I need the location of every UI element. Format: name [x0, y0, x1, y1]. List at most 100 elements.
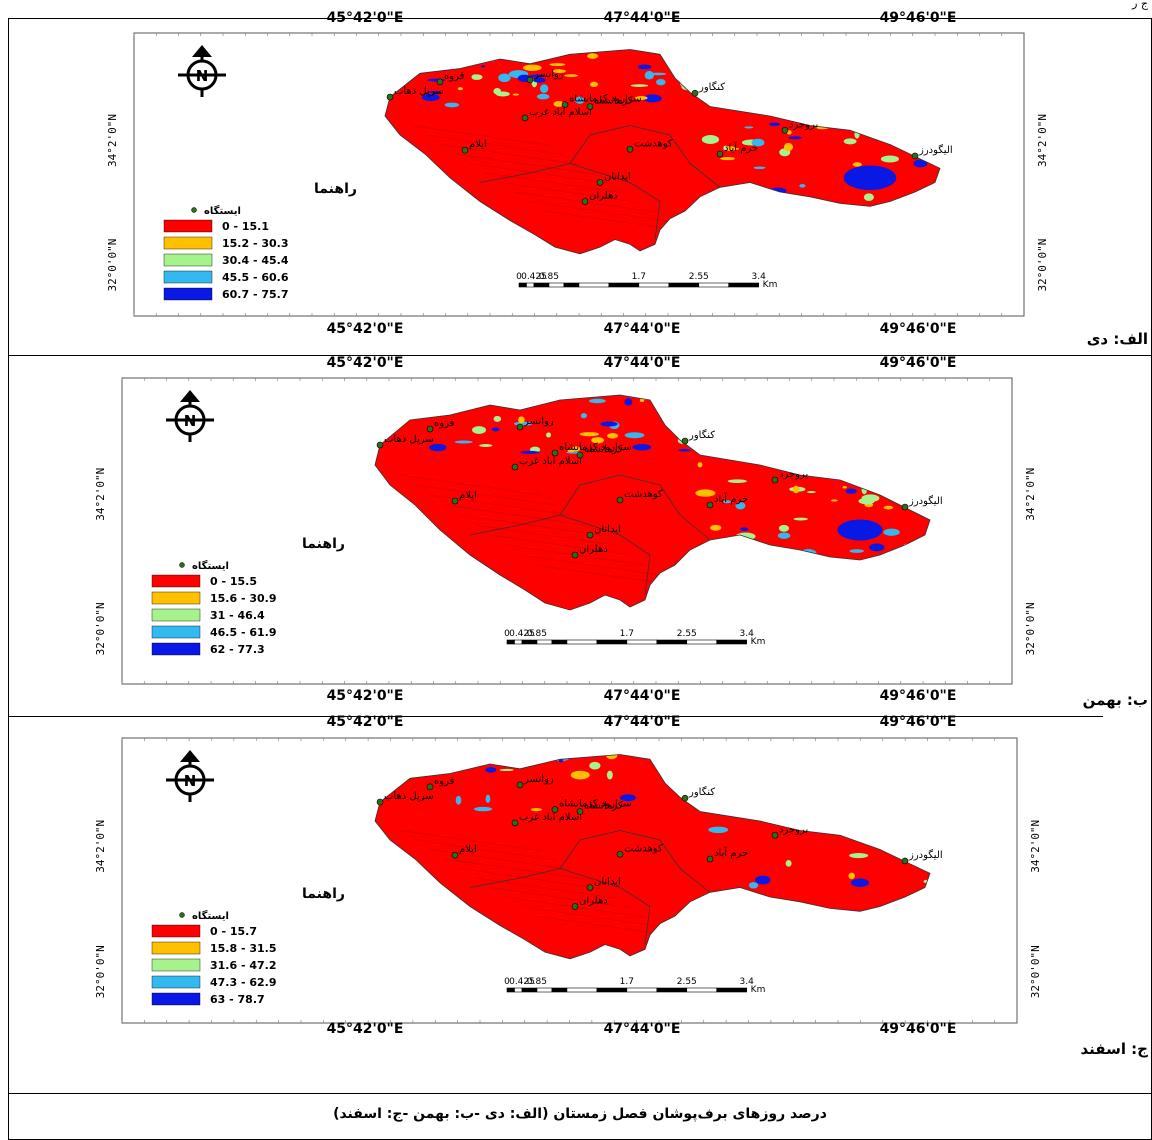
- terrain-streak: [414, 484, 556, 506]
- legend-swatch: [163, 270, 213, 284]
- lon-label-top: 49°46'0"E: [880, 10, 957, 26]
- snow-patch: [902, 542, 922, 550]
- snow-patch: [845, 488, 857, 494]
- station-marker: [451, 497, 459, 505]
- province-boundary: [559, 474, 711, 541]
- legend-swatch: [151, 608, 201, 622]
- snow-patch: [600, 421, 618, 427]
- snow-patch: [836, 109, 857, 113]
- station-label: سرارود کرمانشاه: [559, 442, 632, 453]
- station-label: سرارود کرمانشاه: [559, 799, 632, 810]
- snow-patch: [830, 499, 838, 502]
- snow-patch: [529, 74, 545, 78]
- terrain-streak: [484, 172, 626, 194]
- snow-patch: [630, 84, 649, 87]
- scale-segment: [521, 987, 538, 993]
- station-marker: [586, 884, 594, 891]
- scale-segment: [514, 639, 523, 645]
- scale-label: 3.4: [740, 629, 755, 639]
- legend-station-label: ایستگاه: [204, 204, 241, 217]
- station-marker: [521, 114, 529, 122]
- snow-patch: [883, 505, 894, 510]
- panel-label-dey: الف: دی: [1086, 330, 1148, 348]
- station-label: کنگاور: [688, 786, 715, 798]
- legend-station-icon: [179, 562, 185, 568]
- snow-patch: [723, 145, 728, 151]
- snow-patch: [580, 413, 587, 419]
- legend-swatch: [151, 975, 201, 989]
- snow-patch: [741, 543, 760, 551]
- station-marker: [616, 850, 624, 858]
- snow-patch: [677, 449, 691, 452]
- scale-label: 0: [504, 629, 510, 639]
- terrain-streak: [414, 839, 556, 861]
- station-label: سرپل ذهاب: [394, 86, 444, 97]
- snow-patch: [649, 72, 667, 76]
- scale-segment: [551, 987, 568, 993]
- scale-label: 2.55: [677, 629, 697, 639]
- station-label: بروجرد: [779, 824, 808, 835]
- lon-label-bottom: 47°44'0"E: [604, 1021, 681, 1037]
- snow-patch: [913, 159, 928, 168]
- snow-patch: [485, 767, 497, 773]
- terrain-streak: [409, 124, 551, 147]
- legend-swatch: [151, 992, 201, 1006]
- lon-label-bottom: 45°42'0"E: [327, 1021, 404, 1037]
- station-marker: [681, 437, 689, 445]
- snow-patch: [574, 96, 585, 104]
- scale-segment: [686, 639, 718, 645]
- snow-patch: [871, 460, 882, 466]
- snow-patch: [624, 432, 645, 439]
- terrain-streak: [474, 877, 616, 899]
- station-label: سرارود کرمانشاه: [569, 94, 642, 105]
- snow-patch: [564, 74, 579, 77]
- station-label: روانسر: [523, 416, 554, 427]
- snow-patch: [587, 53, 599, 59]
- terrain-streak: [459, 867, 601, 890]
- snow-patch: [480, 65, 486, 68]
- scale-segment: [578, 282, 610, 288]
- snow-patch: [607, 433, 619, 439]
- scale-segment: [596, 639, 628, 645]
- snow-patch: [755, 875, 771, 885]
- snow-patch: [444, 102, 460, 108]
- station-label: ایلام: [459, 490, 477, 501]
- station-label: اسلام آباد غرب: [519, 810, 582, 823]
- snow-patch: [656, 78, 666, 86]
- snow-patch: [783, 142, 793, 152]
- lat-label-left: 34°2'0"N: [106, 114, 119, 167]
- snow-patch: [858, 497, 875, 505]
- lon-label-bottom: 45°42'0"E: [327, 321, 404, 337]
- snow-patch: [763, 105, 779, 113]
- snow-patch: [442, 63, 448, 68]
- station-marker: [461, 146, 469, 154]
- snow-patch: [473, 806, 493, 812]
- snow-patch: [690, 408, 700, 416]
- lon-label-bottom: 49°46'0"E: [880, 688, 957, 704]
- province-map: روانسر قروه کنگاور اسلام آباد غرب سرپل ذهاب ا…: [374, 754, 943, 960]
- province-outline: [374, 394, 931, 611]
- legend-station-icon: [191, 207, 197, 213]
- snow-patch: [769, 122, 781, 127]
- legend-swatch: [151, 625, 201, 639]
- station-marker: [901, 857, 909, 865]
- province-boundary: [469, 868, 651, 945]
- scale-segment: [638, 282, 670, 288]
- scale-label: 2.55: [689, 272, 709, 282]
- snow-patch: [536, 93, 550, 100]
- station-marker: [376, 798, 384, 806]
- station-marker: [626, 145, 634, 153]
- snow-patch: [512, 93, 520, 96]
- snow-patch: [880, 155, 900, 163]
- snow-patch: [854, 130, 860, 139]
- station-label: روانسر: [523, 774, 554, 785]
- snow-patch: [744, 126, 754, 129]
- snow-patch: [750, 902, 759, 908]
- scale-segment: [518, 282, 527, 288]
- scale-unit: Km: [763, 280, 778, 290]
- scale-segment: [563, 282, 580, 288]
- snow-patch: [553, 101, 565, 107]
- station-label: ایدانان: [594, 877, 621, 888]
- snow-core: [851, 878, 869, 887]
